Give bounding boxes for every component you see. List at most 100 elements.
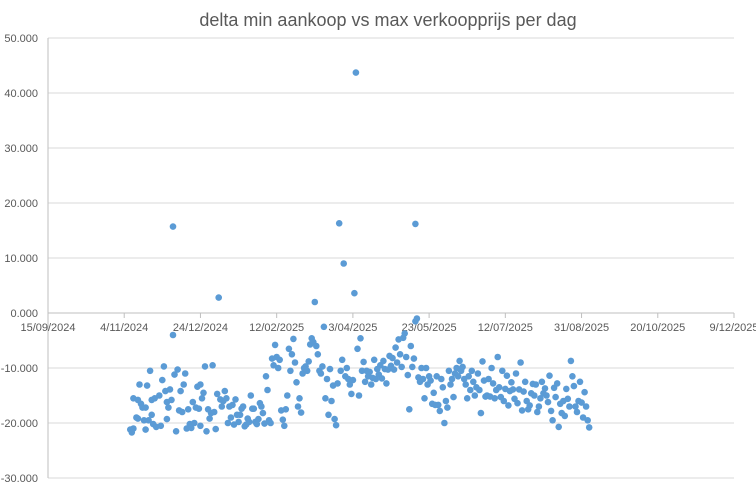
data-point [264,386,271,394]
data-point [209,362,216,369]
data-point [212,425,219,433]
data-point [343,364,351,372]
data-point [555,423,562,431]
x-tick-label: 15/09/2024 [20,322,75,334]
data-point [325,411,332,419]
data-point [430,389,438,397]
data-point [221,387,229,395]
data-point [531,392,538,399]
data-point [165,404,172,411]
data-point [297,409,305,416]
data-point [569,373,576,380]
data-point [370,356,378,364]
y-tick-label: 10.000 [4,253,38,265]
data-point [495,384,503,391]
data-point [188,424,195,432]
data-point [332,421,340,429]
axes [47,38,735,478]
data-point [401,330,409,337]
data-point [177,387,184,395]
data-point [245,418,253,426]
data-point [563,385,570,393]
data-point [351,289,358,297]
data-point [413,315,421,322]
data-point [291,359,299,366]
data-point [477,409,485,417]
data-point [224,419,232,427]
data-point [476,386,483,394]
data-point [467,386,474,394]
data-point [485,375,492,383]
data-point [407,342,415,350]
data-point [159,376,166,384]
data-point [553,380,561,387]
y-tick-label: -20.000 [1,418,38,430]
data-point [313,342,320,350]
data-point [421,395,428,402]
data-point [494,353,502,361]
data-point [146,367,154,375]
data-point [178,408,186,416]
data-point [448,375,456,383]
data-point [543,392,550,399]
data-point [445,367,453,375]
data-point [418,364,425,372]
chart-title: delta min aankoop vs max verkoopprijs pe… [199,10,576,30]
x-tick-label: 9/12/2025 [710,322,756,334]
data-points [127,69,593,436]
data-point [520,388,527,395]
data-point [544,398,552,406]
data-point [197,422,204,430]
data-point [564,395,572,403]
data-point [479,358,486,365]
data-point [459,363,466,371]
data-point [412,220,419,228]
data-point [284,392,291,399]
data-point [169,331,177,339]
data-point [213,390,221,398]
data-point [174,366,181,373]
data-point [578,399,585,406]
data-point [349,376,357,384]
data-point [390,366,398,373]
data-point [143,382,151,389]
data-point [181,370,189,377]
data-point [535,403,543,410]
y-tick-label: -10.000 [1,363,38,375]
data-point [584,417,591,424]
data-point [572,403,579,410]
data-point [140,417,148,424]
data-point [262,373,270,380]
data-point [287,367,294,375]
data-point [247,392,255,399]
data-point [512,370,520,377]
data-point [410,355,418,362]
data-point [320,323,328,331]
data-point [169,223,177,230]
data-point [454,373,462,380]
data-point [435,401,442,409]
data-point [203,428,210,435]
data-point [439,384,447,391]
x-tick-label: 23/05/2025 [402,322,457,334]
data-point [223,395,230,402]
data-point [157,422,165,430]
data-point [337,367,345,375]
data-point [314,351,322,358]
data-point [281,422,288,430]
data-point [471,392,479,399]
y-axis-tick-labels: 50.000 40.000 30.000 20.000 10.000 0.000 -10.0… [1,33,38,485]
data-point [521,378,529,386]
data-point [215,294,222,301]
data-point [335,220,343,227]
x-tick-label: 12/02/2025 [249,322,304,334]
data-point [518,407,526,414]
data-point [436,407,444,415]
data-point [358,367,366,375]
data-point [197,381,204,388]
data-point [210,408,218,416]
data-point [573,408,581,416]
data-point [253,420,261,428]
data-point [444,404,451,411]
